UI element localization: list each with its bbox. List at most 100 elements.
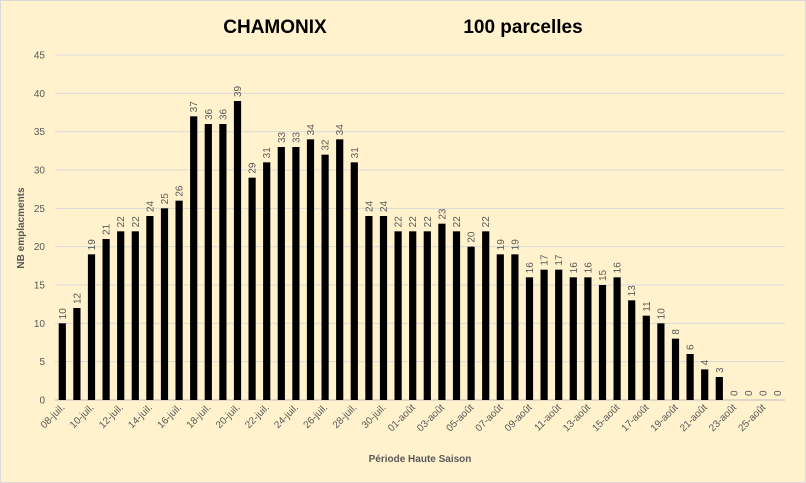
bar: [321, 154, 329, 400]
y-tick-label: 5: [39, 357, 45, 368]
value-label: 4: [700, 359, 711, 365]
bar: [701, 369, 709, 400]
bar: [525, 277, 534, 400]
value-label: 0: [773, 390, 784, 396]
value-label: 25: [160, 193, 171, 205]
bar: [423, 231, 431, 400]
value-label: 16: [569, 262, 580, 274]
bar: [175, 200, 183, 400]
bar: [628, 300, 636, 400]
value-label: 23: [437, 208, 448, 220]
bar: [686, 354, 694, 400]
value-label: 12: [72, 292, 83, 304]
y-axis-title: NB emplacments: [16, 187, 27, 269]
chart-subtitle: 100 parcelles: [463, 17, 582, 38]
value-label: 19: [496, 239, 507, 251]
bar: [613, 277, 621, 400]
value-label: 11: [642, 301, 653, 312]
bar: [671, 338, 680, 400]
value-label: 31: [262, 147, 273, 159]
value-label: 19: [87, 239, 98, 251]
bar: [409, 231, 417, 400]
value-label: 17: [554, 254, 565, 266]
chart-title: CHAMONIX: [223, 17, 327, 38]
bar: [87, 254, 96, 400]
bar: [292, 147, 300, 400]
value-label: 36: [218, 108, 229, 120]
value-label: 13: [627, 285, 638, 297]
bar: [204, 124, 212, 400]
bar: [584, 277, 592, 400]
x-axis-title: Période Haute Saison: [369, 454, 472, 465]
value-label: 22: [408, 216, 419, 228]
bar: [73, 308, 81, 400]
bar: [569, 277, 577, 400]
bar: [657, 323, 665, 400]
value-label: 26: [175, 185, 186, 197]
bar: [277, 147, 285, 400]
value-label: 0: [729, 390, 740, 396]
bar: [438, 223, 446, 400]
bar: [496, 254, 504, 400]
bar: [467, 246, 475, 400]
value-label: 22: [452, 216, 463, 228]
bar: [555, 269, 563, 400]
value-label: 3: [715, 367, 726, 373]
value-label: 10: [58, 308, 69, 320]
value-label: 17: [540, 254, 551, 266]
value-label: 33: [277, 131, 288, 143]
value-label: 22: [481, 216, 492, 228]
value-label: 10: [656, 308, 667, 320]
value-label: 22: [131, 216, 142, 228]
bar: [219, 124, 227, 400]
bar: [511, 254, 519, 400]
value-label: 24: [364, 200, 375, 212]
value-label: 16: [583, 262, 594, 274]
bar: [58, 323, 66, 400]
value-label: 34: [306, 124, 317, 136]
value-label: 15: [598, 269, 609, 281]
value-label: 16: [525, 262, 536, 274]
bar: [482, 231, 490, 400]
bar: [263, 162, 271, 400]
y-tick-label: 30: [34, 166, 46, 177]
value-label: 33: [291, 131, 302, 143]
value-label: 31: [350, 147, 361, 159]
value-label: 6: [686, 344, 697, 350]
bar: [715, 377, 723, 400]
bar: [365, 216, 373, 400]
value-label: 34: [335, 124, 346, 136]
value-label: 24: [379, 200, 390, 212]
value-label: 22: [394, 216, 405, 228]
y-tick-label: 10: [34, 319, 46, 330]
value-label: 37: [189, 101, 200, 113]
bar: [598, 285, 607, 400]
y-tick-label: 15: [34, 281, 46, 292]
bar: [131, 231, 139, 400]
bar: [306, 139, 315, 401]
y-tick-label: 45: [34, 51, 46, 62]
bar: [146, 216, 154, 400]
y-tick-label: 25: [34, 204, 46, 215]
bar: [350, 162, 358, 400]
bar: [233, 101, 242, 400]
bar: [642, 315, 650, 400]
bar: [540, 269, 548, 400]
value-label: 22: [423, 216, 434, 228]
value-label: 29: [248, 162, 259, 174]
bar: [117, 231, 125, 400]
value-label: 0: [744, 390, 755, 396]
value-label: 22: [116, 216, 127, 228]
value-label: 19: [510, 239, 521, 251]
bar: [190, 116, 198, 400]
y-tick-label: 40: [34, 89, 46, 100]
bar: [248, 177, 256, 400]
value-label: 0: [759, 390, 770, 396]
bar: [336, 139, 344, 401]
value-label: 20: [467, 231, 478, 243]
value-label: 32: [321, 139, 332, 151]
y-tick-label: 20: [34, 242, 46, 253]
value-label: 16: [613, 262, 624, 274]
y-tick-label: 35: [34, 127, 46, 138]
